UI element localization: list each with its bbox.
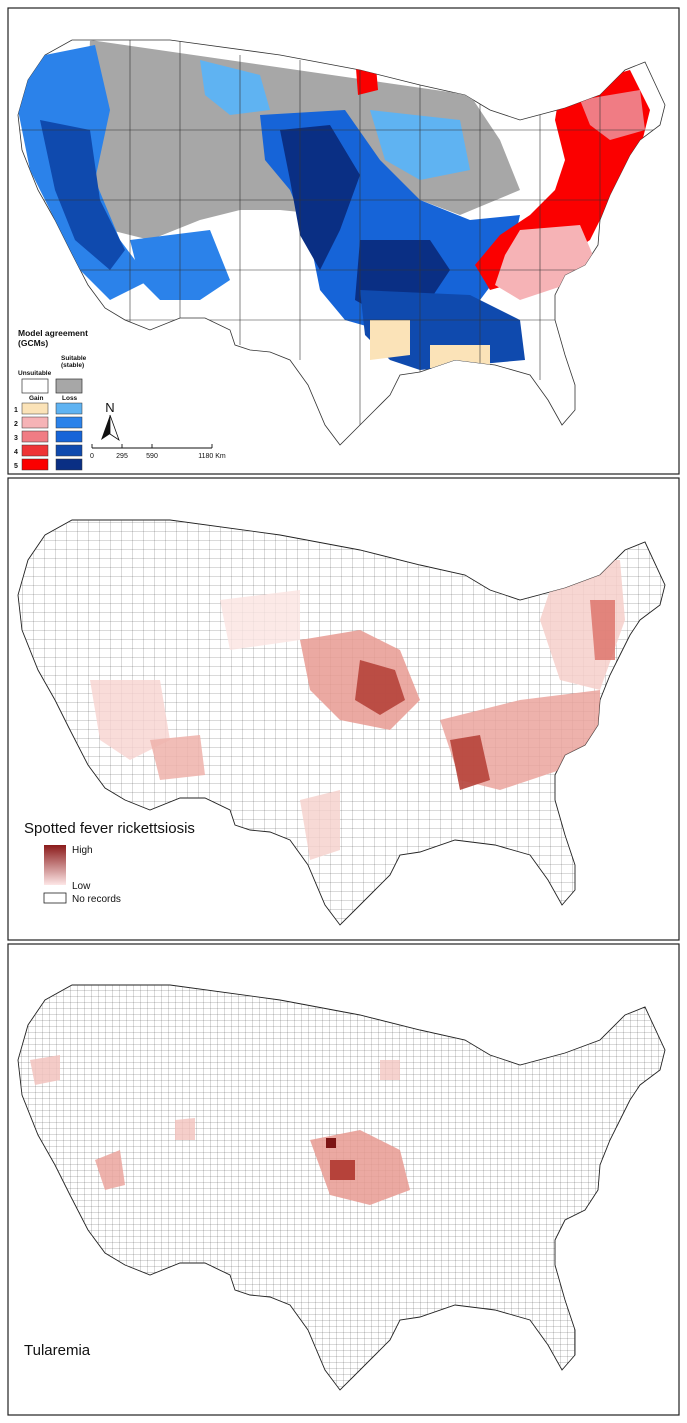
legend-gain-swatch-1 (21, 402, 49, 415)
legend-level-4: 4 (14, 449, 18, 456)
legend-no-records: No records (72, 894, 121, 905)
scale-tick-0: 0 (90, 453, 94, 460)
panel-tularemia: Tularemia (7, 943, 680, 1416)
legend-gain-swatch-4 (21, 444, 49, 457)
legend-loss-label: Loss (62, 395, 78, 402)
legend-agreement-rows: 1 2 3 4 5 (14, 402, 83, 471)
legend-level-5: 5 (14, 463, 18, 470)
legend-gain-swatch-5 (21, 458, 49, 471)
scale-tick-295: 295 (116, 453, 128, 460)
legend-unsuitable-label: Unsuitable (18, 370, 52, 377)
legend-unsuitable-swatch (21, 378, 49, 394)
suitability-map (17, 39, 666, 446)
legend-suitable-label-2: (stable) (61, 362, 84, 369)
legend-level-3: 3 (14, 435, 18, 442)
legend-level-1: 1 (14, 407, 18, 414)
legend-loss-swatch-1 (55, 402, 83, 415)
north-arrow-right-icon (109, 414, 120, 442)
model-agreement-legend: Model agreement (GCMs) Suitable (stable)… (14, 328, 88, 471)
north-arrow: N (101, 400, 120, 442)
legend-low: Low (72, 881, 91, 892)
legend-no-records-swatch (43, 892, 67, 904)
legend-title: Model agreement (18, 328, 88, 338)
map-title: Tularemia (24, 1342, 91, 1359)
scale-tick-1180: 1180 Km (198, 453, 226, 460)
panel-spotted-fever: Spotted fever rickettsiosis High Low No … (7, 477, 680, 941)
legend-gain-swatch-2 (21, 416, 49, 429)
legend-subtitle: (GCMs) (18, 338, 48, 348)
legend-suitable-label: Suitable (61, 355, 87, 362)
north-arrow-left-icon (101, 415, 110, 440)
legend-loss-swatch-4 (55, 444, 83, 457)
legend-high: High (72, 845, 93, 856)
map-title: Spotted fever rickettsiosis (24, 820, 195, 837)
legend-gain-swatch-3 (21, 430, 49, 443)
scale-tick-590: 590 (146, 453, 158, 460)
intensity-legend: High Low No records (43, 845, 121, 905)
legend-loss-swatch-3 (55, 430, 83, 443)
legend-loss-swatch-2 (55, 416, 83, 429)
scale-bar: 0 295 590 1180 Km (90, 444, 226, 460)
legend-gain-label: Gain (29, 395, 43, 402)
north-label: N (105, 400, 114, 415)
legend-level-2: 2 (14, 421, 18, 428)
legend-ramp (44, 845, 66, 885)
legend-loss-swatch-5 (55, 458, 83, 471)
panel-model-agreement: Model agreement (GCMs) Suitable (stable)… (7, 7, 680, 475)
legend-suitable-swatch (55, 378, 83, 394)
